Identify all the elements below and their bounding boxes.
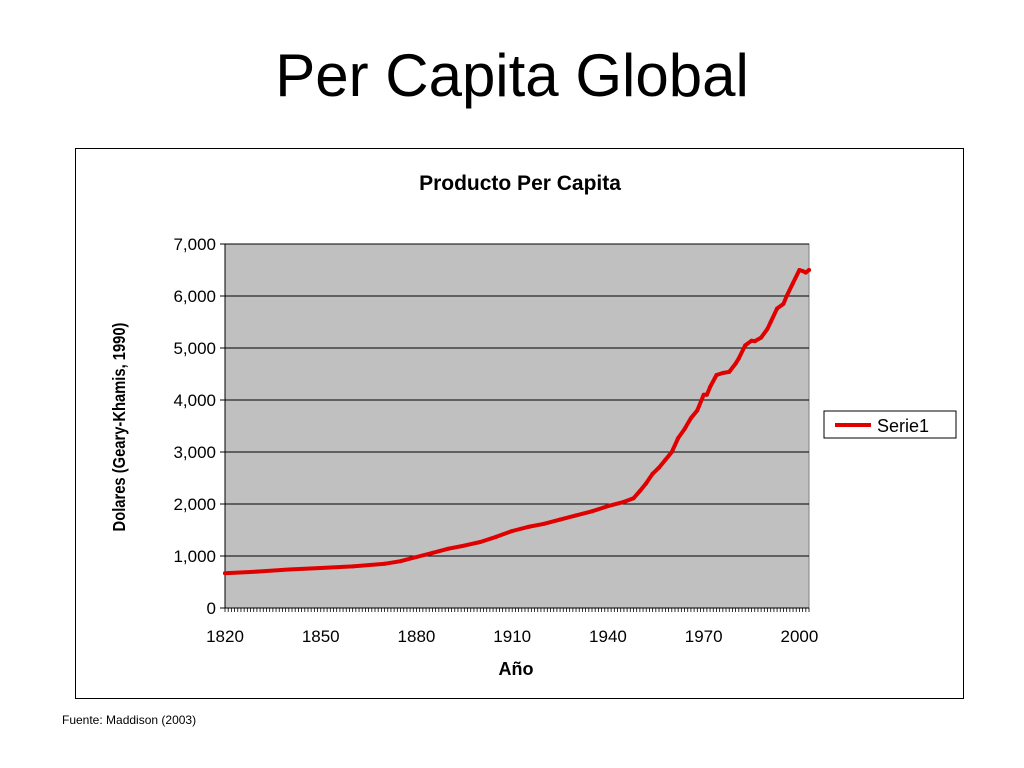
- data-point: [590, 509, 594, 514]
- x-tick-label: 2000: [781, 627, 819, 646]
- x-axis-title: Año: [499, 659, 534, 679]
- data-point: [462, 543, 467, 548]
- data-point: [430, 550, 435, 555]
- data-point: [398, 559, 403, 564]
- data-point: [510, 529, 515, 533]
- line-chart: Producto Per Capita 0 1,000 2,000 3,000 4,00…: [110, 172, 957, 679]
- chart-frame: Producto Per Capita 0 1,000 2,000 3,000 4,00…: [75, 148, 964, 699]
- plot-area: 0 1,000 2,000 3,000 4,000 5,000 6,000 7,000 1820…: [173, 235, 818, 646]
- chart-title: Producto Per Capita: [419, 172, 621, 195]
- data-point: [446, 546, 451, 551]
- data-point: [621, 499, 626, 504]
- data-point: [631, 496, 636, 501]
- y-tick-label: 7,000: [173, 235, 216, 254]
- data-point: [701, 392, 706, 397]
- x-tick-label: 1880: [398, 627, 436, 646]
- data-point: [765, 326, 770, 331]
- y-tick-label: 6,000: [173, 287, 216, 306]
- data-point: [695, 408, 700, 413]
- data-point: [708, 385, 713, 389]
- data-point: [797, 268, 802, 272]
- data-point: [676, 436, 681, 440]
- data-point: [743, 343, 748, 348]
- data-point: [574, 513, 578, 518]
- data-point: [558, 517, 563, 522]
- data-point: [414, 555, 419, 559]
- x-tick-label: 1940: [589, 627, 627, 646]
- y-axis-title: Dolares (Geary-Khamis, 1990): [110, 323, 130, 532]
- data-point: [382, 561, 387, 566]
- x-tick-label: 1910: [493, 627, 531, 646]
- data-point: [714, 373, 719, 377]
- data-point: [350, 564, 355, 569]
- x-tick-label: 1820: [206, 627, 244, 646]
- data-point: [768, 320, 773, 324]
- data-point: [286, 567, 291, 572]
- legend-label-serie1: Serie1: [877, 416, 929, 436]
- plot-background: [224, 243, 810, 609]
- data-point: [650, 471, 655, 476]
- data-point: [526, 524, 531, 529]
- data-point: [704, 392, 709, 397]
- data-point: [727, 369, 732, 374]
- data-point: [644, 481, 649, 486]
- data-point: [606, 504, 610, 509]
- y-tick-label: 4,000: [173, 391, 216, 410]
- data-point: [752, 339, 757, 344]
- data-point: [791, 281, 795, 285]
- data-point: [736, 356, 741, 361]
- data-point: [720, 371, 725, 375]
- data-point: [688, 416, 693, 421]
- data-point: [542, 521, 547, 526]
- data-point: [637, 489, 642, 493]
- x-tick-label: 1970: [685, 627, 723, 646]
- data-point: [759, 335, 764, 340]
- data-point: [669, 450, 674, 454]
- x-tick-label: 1850: [302, 627, 340, 646]
- y-tick-label: 0: [207, 599, 216, 618]
- data-point: [784, 294, 789, 298]
- data-point: [803, 270, 808, 275]
- data-point: [663, 457, 668, 462]
- data-point: [781, 301, 786, 306]
- data-point: [800, 269, 805, 273]
- data-point: [494, 534, 499, 539]
- data-point: [318, 566, 323, 570]
- data-point: [657, 465, 661, 470]
- slide-title: Per Capita Global: [275, 42, 749, 109]
- data-point: [478, 540, 483, 544]
- data-point: [749, 338, 754, 343]
- data-point: [682, 427, 687, 432]
- y-tick-label: 3,000: [173, 443, 216, 462]
- data-point: [733, 361, 738, 366]
- data-point: [223, 571, 227, 576]
- y-tick-label: 2,000: [173, 495, 216, 514]
- y-tick-label: 1,000: [173, 547, 216, 566]
- data-point: [807, 268, 811, 272]
- source-note: Fuente: Maddison (2003): [62, 713, 197, 727]
- y-tick-label: 5,000: [173, 339, 216, 358]
- data-point: [254, 569, 259, 574]
- data-point: [775, 306, 780, 311]
- legend: Serie1: [823, 410, 957, 439]
